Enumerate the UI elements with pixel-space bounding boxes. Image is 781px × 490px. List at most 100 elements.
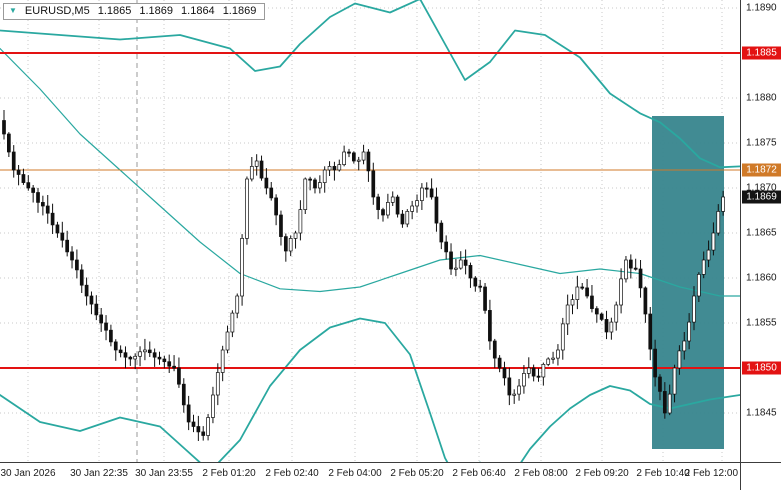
candle-body (400, 213, 405, 225)
candle-body (288, 238, 293, 252)
candle-body (21, 174, 26, 183)
y-axis-label: 1.1855 (746, 317, 777, 329)
candle-body (415, 200, 419, 207)
candle-body (565, 304, 570, 325)
price-axis: 1.1890 1.1880 1.1875 1.1870 1.1865 1.1860 1.18… (740, 0, 781, 462)
candle-body (721, 196, 725, 212)
candle-body (594, 308, 599, 315)
candle-body (458, 259, 463, 269)
candle-body (560, 323, 565, 351)
symbol-timeframe-label: EURUSD,M5 (24, 5, 90, 17)
candle-body (123, 352, 128, 358)
candle-body (279, 214, 283, 237)
candle-body (186, 404, 191, 423)
candle-body (468, 265, 473, 279)
candle-body (590, 295, 594, 309)
candle-body (638, 268, 643, 289)
candle-body (249, 166, 254, 180)
candle-body (604, 319, 609, 333)
candle-body (517, 385, 521, 395)
x-axis-label: 2 Feb 04:00 (328, 468, 382, 479)
candle-body (75, 259, 79, 271)
candle-body (94, 303, 99, 316)
candle-body (274, 197, 278, 216)
candle-body (570, 299, 575, 306)
candle-body (628, 259, 633, 269)
candle-body (429, 188, 434, 198)
x-axis-label: 30 Jan 2026 (0, 468, 56, 479)
candle-body (633, 267, 638, 270)
candle-body (138, 351, 142, 357)
candle-body (366, 151, 371, 172)
candle-body (361, 151, 366, 161)
candle-body (677, 350, 682, 369)
candle-body (317, 182, 322, 189)
candle-body (283, 236, 288, 252)
candle-body (147, 349, 152, 354)
axis-corner (740, 462, 781, 490)
ohlc-open-value: 1.1865 (97, 5, 132, 17)
candle-body (152, 352, 157, 358)
candle-body (672, 367, 677, 395)
ohlc-high-value: 1.1869 (139, 5, 174, 17)
candle-body (599, 313, 604, 320)
quick-trade-icon[interactable]: ▼ (9, 6, 17, 15)
candle-body (104, 322, 108, 331)
candle-body (70, 251, 74, 261)
candle-body (26, 182, 31, 189)
bollinger-lower-band (0, 317, 740, 462)
candle-body (609, 321, 614, 333)
candle-body (45, 205, 50, 214)
candle-body (536, 375, 541, 378)
time-axis: 30 Jan 2026 30 Jan 22:35 30 Jan 23:55 2 Feb… (0, 462, 740, 490)
candle-body (36, 192, 40, 203)
chart-canvas[interactable] (0, 0, 740, 462)
candle-body (143, 349, 147, 353)
x-axis-label: 2 Feb 06:40 (452, 468, 506, 479)
candle-body (434, 196, 439, 224)
y-axis-label: 1.1870 (746, 182, 777, 194)
candle-body (118, 349, 123, 354)
bollinger-upper-band (0, 0, 740, 169)
candle-body (235, 295, 240, 314)
candle-body (667, 393, 672, 414)
candle-body (449, 251, 453, 270)
candle-body (99, 314, 104, 324)
candle-body (522, 373, 526, 387)
candle-body (206, 417, 210, 436)
candle-body (16, 169, 21, 175)
x-axis-label: 2 Feb 05:20 (390, 468, 444, 479)
candle-body (220, 349, 225, 373)
candle-body (215, 372, 220, 396)
candle-body (692, 295, 696, 323)
candle-body (531, 367, 536, 377)
candle-body (526, 367, 531, 374)
candle-body (41, 202, 45, 207)
candle-body (658, 376, 662, 392)
candle-body (512, 393, 517, 396)
price-badge-1.1872: 1.1872 (742, 163, 781, 177)
candle-body (84, 284, 89, 297)
candle-body (541, 364, 546, 378)
candle-body (420, 187, 424, 201)
x-axis-label: 2 Feb 01:20 (202, 468, 256, 479)
candle-body (177, 367, 181, 385)
y-axis-label: 1.1875 (746, 137, 777, 149)
candle-body (643, 287, 648, 315)
candle-body (653, 348, 657, 378)
candle-body (269, 187, 274, 199)
candle-body (439, 222, 444, 243)
candle-body (473, 277, 478, 287)
candle-body (386, 202, 390, 216)
candle-body (254, 160, 259, 167)
candle-body (332, 166, 337, 171)
candle-body (619, 278, 623, 306)
candle-body (488, 310, 492, 342)
ohlc-close-value: 1.1869 (222, 5, 257, 17)
price-badge-1.1869: 1.1869 (742, 190, 781, 204)
candle-body (390, 196, 395, 203)
candle-body (11, 151, 16, 171)
candle-body (342, 151, 346, 165)
candle-body (696, 274, 701, 297)
candle-body (492, 340, 497, 359)
